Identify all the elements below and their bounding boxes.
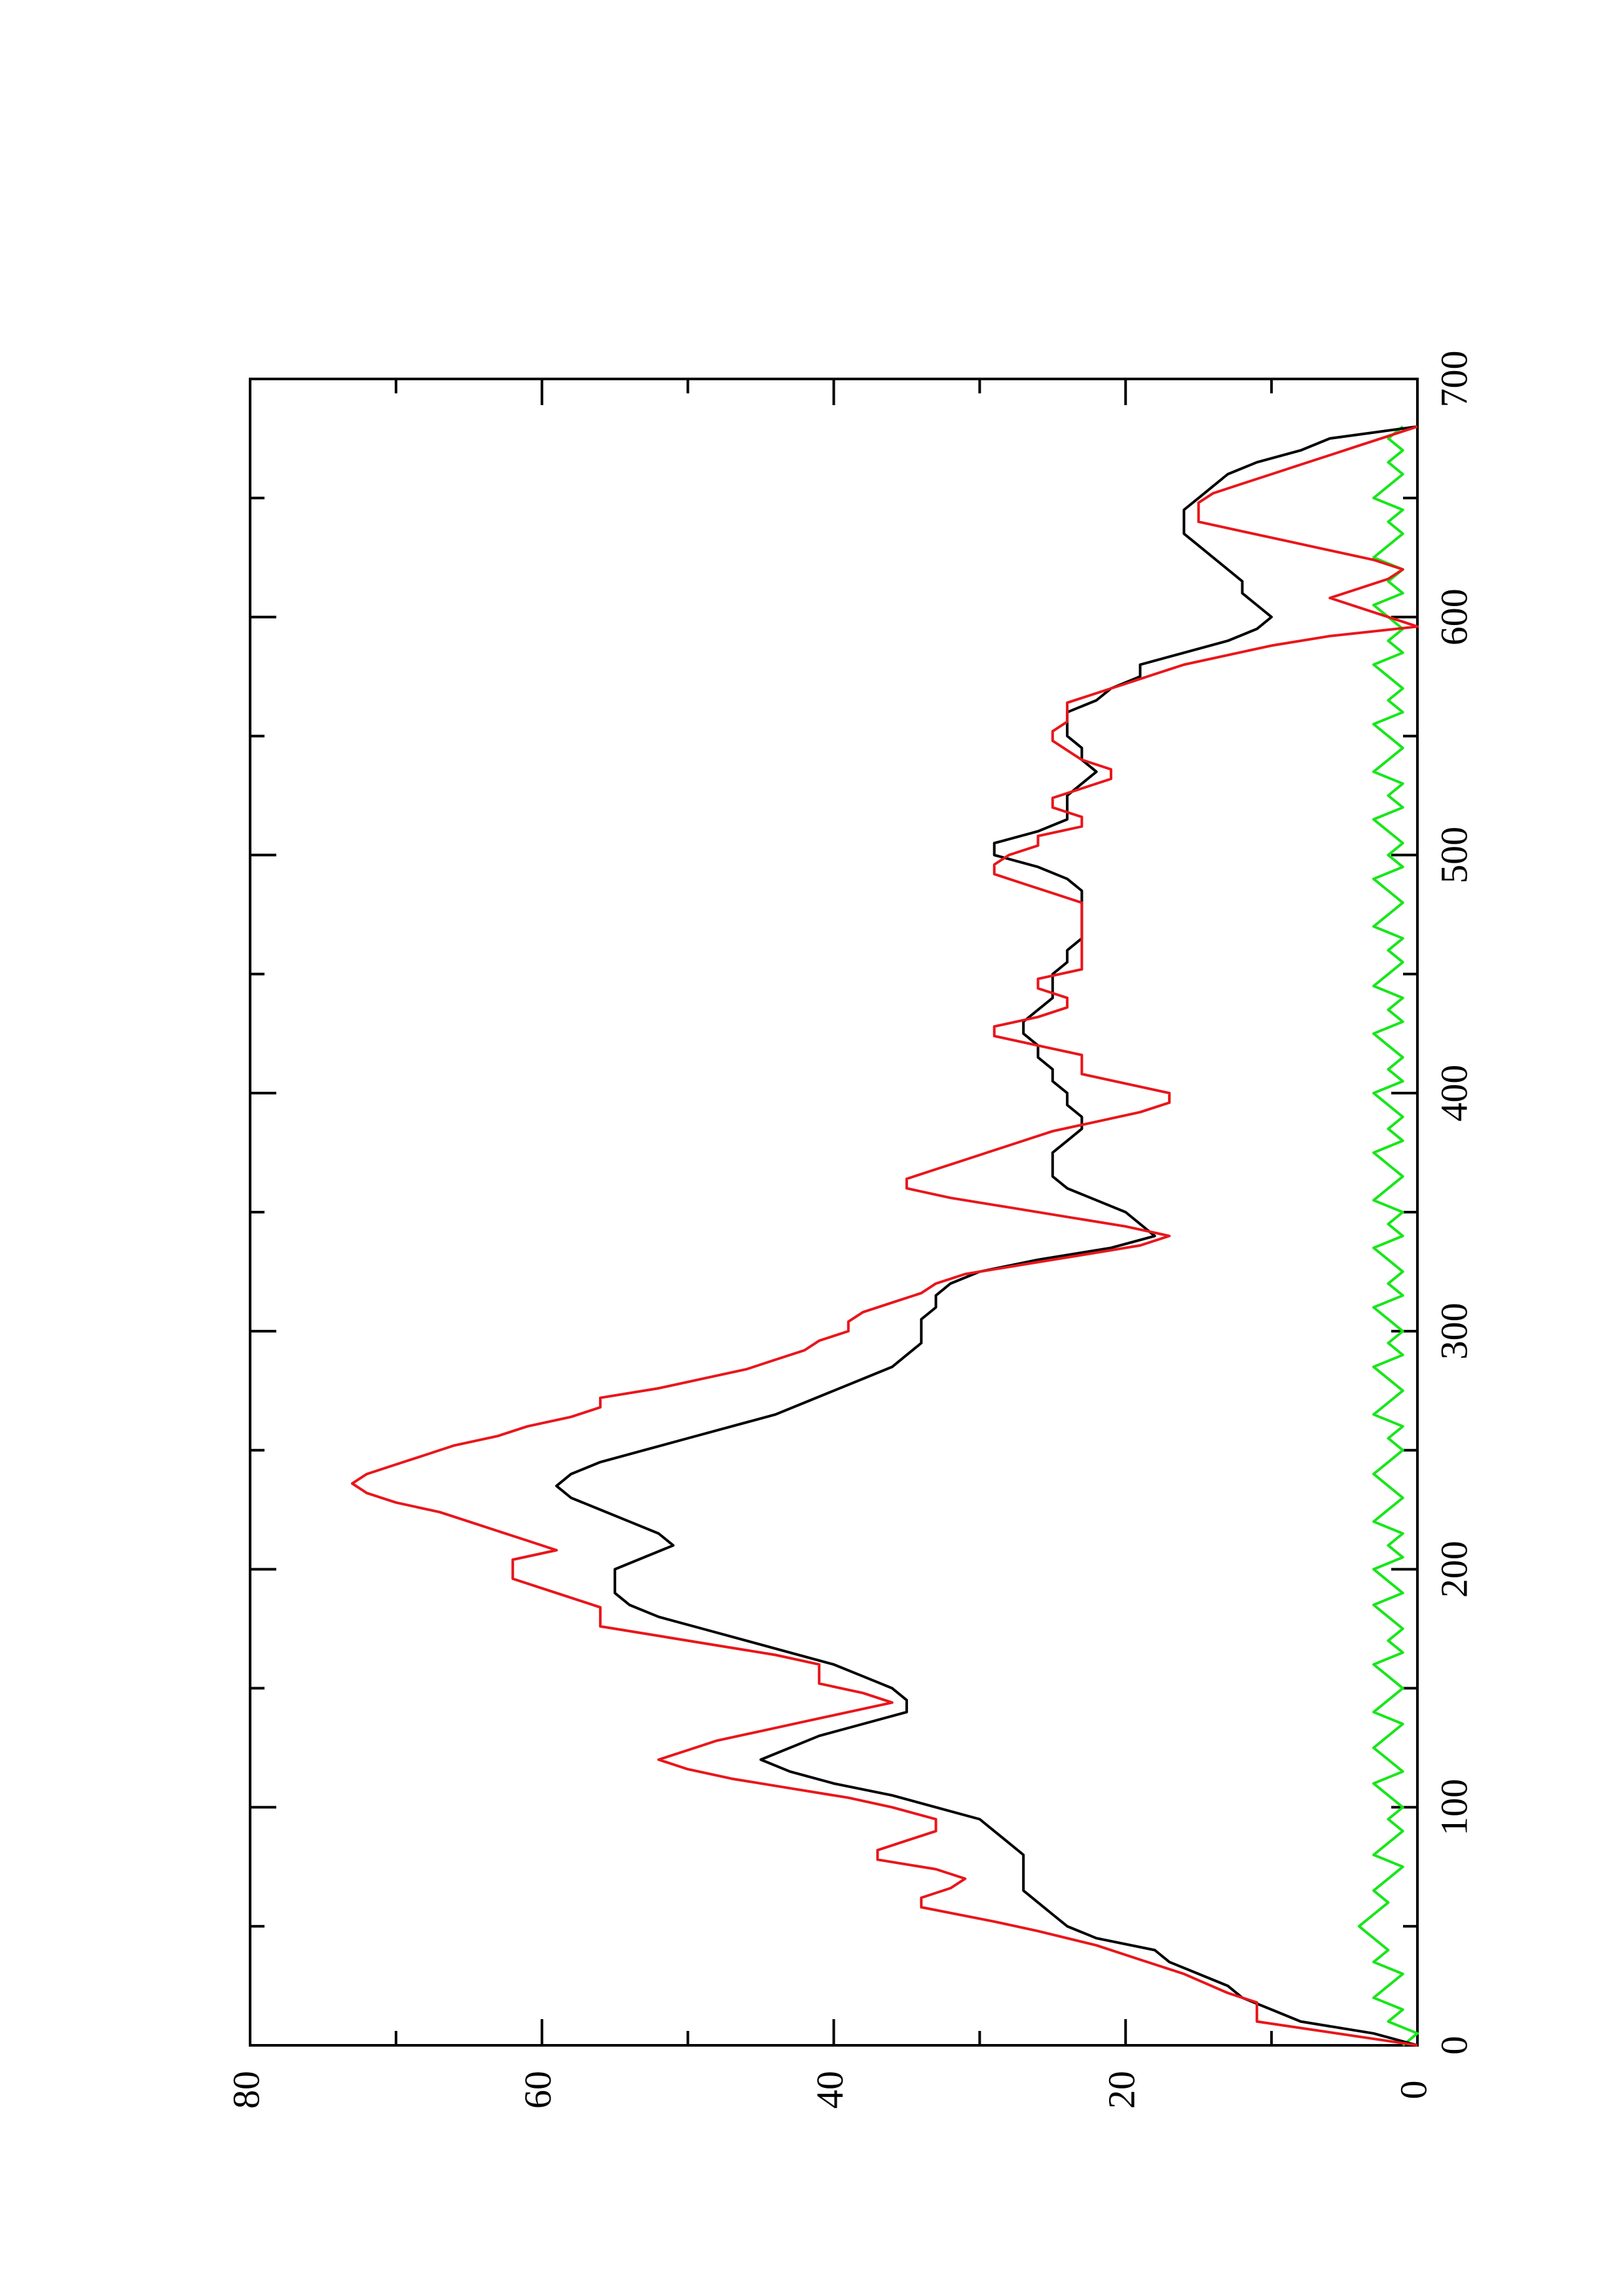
x-tick-label: 600: [1432, 588, 1475, 645]
x-tick-label: 200: [1432, 1541, 1475, 1598]
x-tick-label: 0: [1432, 2036, 1475, 2055]
y-tick-label: 60: [517, 2071, 559, 2109]
x-tick-label: 400: [1432, 1065, 1475, 1122]
series-red-line: [351, 425, 1419, 2047]
x-tick-label: 300: [1432, 1302, 1475, 1359]
x-tick-label: 500: [1432, 827, 1475, 884]
y-tick-label: 40: [809, 2071, 851, 2109]
series-green-line: [1357, 425, 1419, 2047]
x-tick-label: 100: [1432, 1779, 1475, 1836]
series-black-line: [555, 425, 1418, 2047]
y-tick-label: 80: [225, 2071, 267, 2109]
y-tick-label: 20: [1101, 2071, 1143, 2109]
y-tick-label: 0: [1392, 2081, 1434, 2100]
plot-area: 0 100 200 300 400 500 600 700 0 20 40 60 80: [225, 351, 1475, 2109]
x-tick-label: 700: [1432, 351, 1475, 408]
